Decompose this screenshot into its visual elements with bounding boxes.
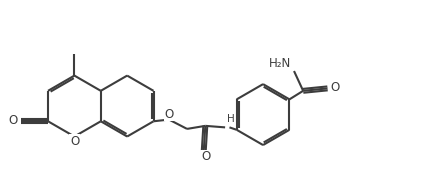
Text: O: O xyxy=(165,108,174,121)
Text: O: O xyxy=(201,150,211,163)
Text: O: O xyxy=(70,134,79,147)
Text: O: O xyxy=(8,115,18,128)
Text: H: H xyxy=(227,114,234,124)
Text: H₂N: H₂N xyxy=(268,57,291,70)
Text: H: H xyxy=(226,115,233,125)
Text: O: O xyxy=(331,81,340,94)
Text: O: O xyxy=(71,135,80,148)
Text: O: O xyxy=(8,114,18,127)
